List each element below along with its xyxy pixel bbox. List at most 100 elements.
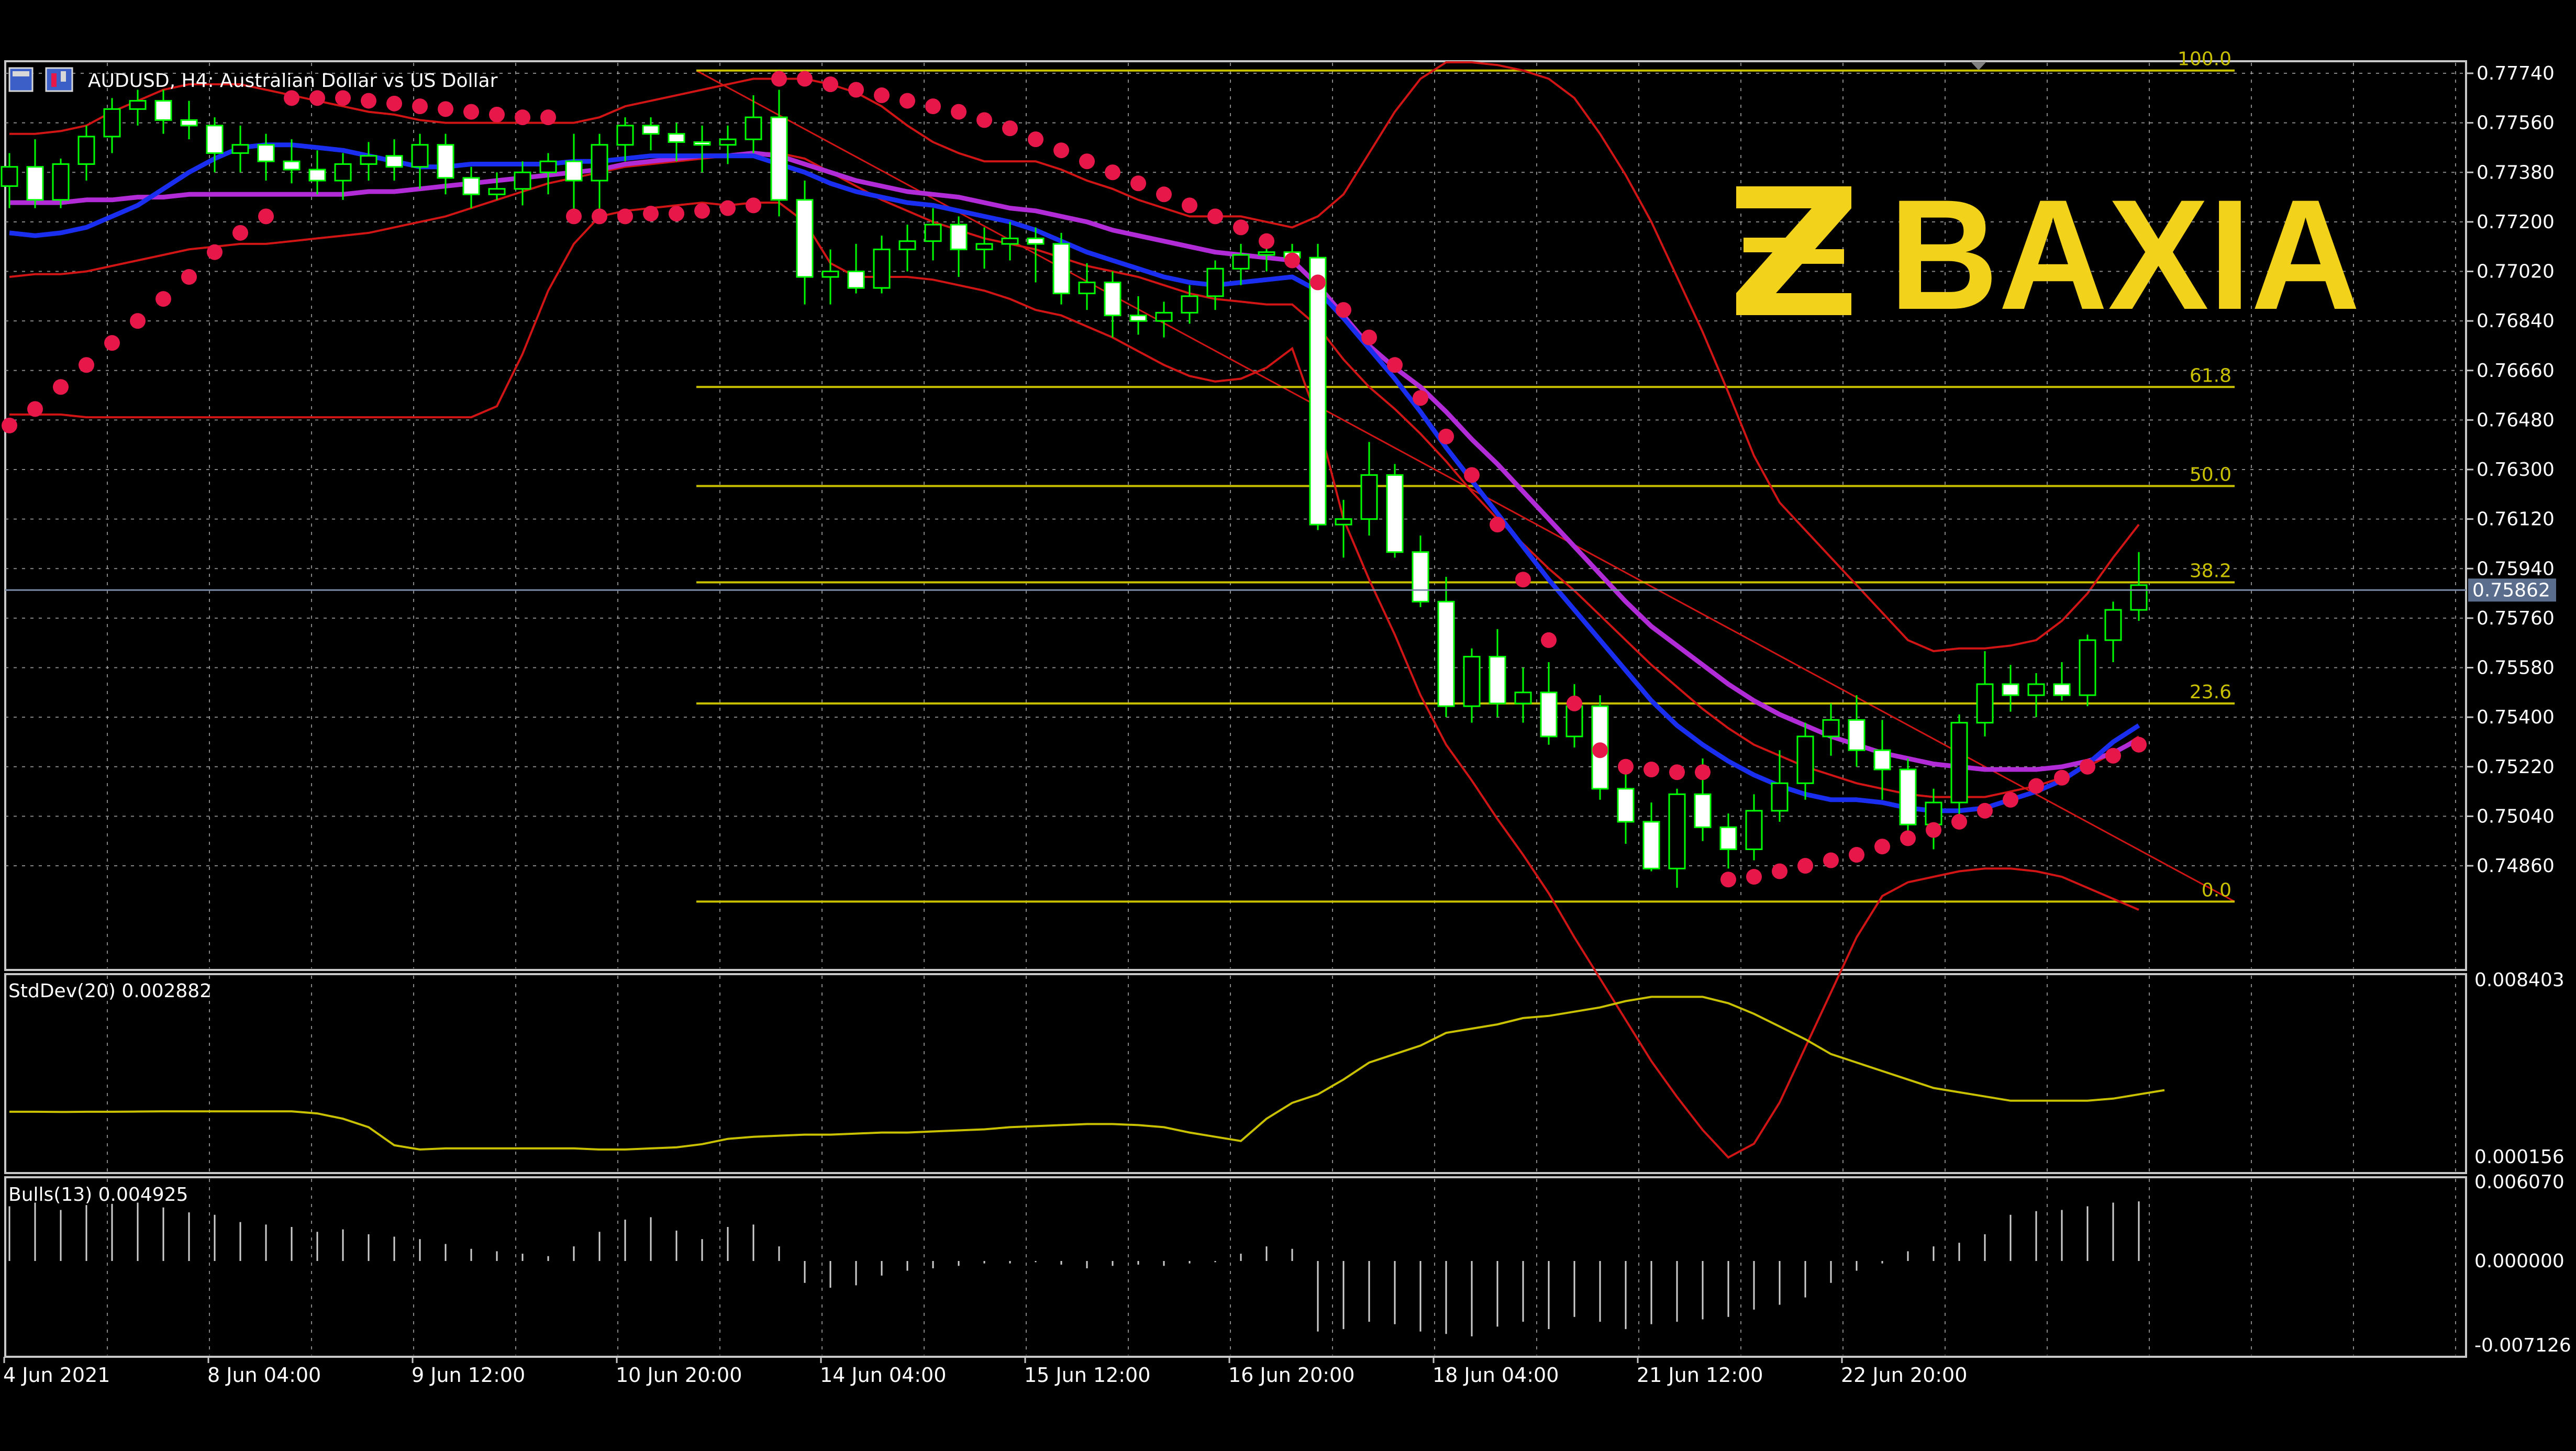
sar-dot [592,208,607,225]
candle-bear-body [796,199,814,278]
candle-bear-body [1694,793,1712,828]
candlesticks [1,90,2148,888]
sar-dot [617,208,633,225]
sar-dot [720,200,736,216]
candle-bull-body [334,163,352,182]
candle-bull-body [1771,782,1789,812]
sar-dot [515,109,530,126]
y-tick-label: 0.77380 [2477,162,2555,183]
candle-bull-body [411,144,429,168]
candle-bull-body [1001,237,1019,245]
candle-bull-body [975,243,993,250]
candle-bull-body [1155,311,1173,322]
candle-bear-body [668,133,685,143]
candle-bull-body [1925,801,1942,825]
candle-bull-body [1360,474,1378,520]
y-tick-label: 0.75220 [2477,756,2555,778]
candle-bull-body [1950,722,1968,803]
sar-dot [1900,830,1916,846]
candle-bull-body [1232,254,1250,270]
candle-bull-body [898,240,916,250]
sar-dot [925,98,941,115]
chart-symbol-title: AUDUSD, H4: Australian Dollar vs US Doll… [88,70,498,92]
candle-bull-body [77,136,95,165]
candle-bear-body [642,125,660,135]
candle-bear-body [26,166,44,201]
sar-dot [1874,839,1890,855]
sar-dot [1567,695,1582,711]
candle-bull-body [591,144,608,182]
candle-bear-body [1309,256,1327,526]
sar-dot [1669,764,1685,780]
sar-dot [1130,175,1146,192]
bollinger-lower [9,202,2139,1159]
candle-bull-body [231,144,249,154]
sar-dot [1951,813,1967,830]
sar-dot [1464,467,1480,483]
sar-dot [643,206,659,222]
sar-dot [130,313,146,329]
sar-dot [1233,219,1249,236]
baxia-logo: BAXIA [1736,166,2360,342]
candle-bull-body [1976,683,1994,724]
y-tick-label: 0.74860 [2477,855,2555,877]
candle-bear-body [437,144,454,179]
sar-dot [284,90,299,106]
fib-level-label: 38.2 [2190,561,2231,582]
sar-dot [412,98,428,115]
candle-bull-body [1745,810,1763,850]
candle-bull-body [52,163,70,201]
sar-dot [1823,852,1839,868]
sar-dot [181,269,197,285]
candle-bear-body [770,116,788,201]
sar-dot [156,291,171,307]
sar-dot [1284,252,1300,269]
candle-bear-body [1719,826,1737,850]
candle-bull-body [873,248,891,289]
sar-dot [438,101,453,117]
sar-dot [207,244,223,260]
sar-dot [976,112,992,128]
candle-bull-body [1822,719,1840,738]
candle-bull-body [2027,683,2045,696]
stddev-panel-frame [4,973,2467,1174]
sar-dot [1361,329,1377,345]
sar-dot [1926,822,1941,838]
y-tick-label: 0.77200 [2477,211,2555,233]
x-tick-label: 21 Jun 12:00 [1637,1364,1763,1387]
candle-bear-body [565,160,583,182]
candle-bear-body [308,169,326,182]
fib-level-label: 100.0 [2178,49,2231,70]
sar-dot [1695,764,1711,780]
candle-bull-body [514,171,531,190]
stddev-tick-label: 0.000156 [2474,1146,2564,1168]
sar-dot [823,76,838,93]
x-tick-label: 16 Jun 20:00 [1228,1364,1354,1387]
sar-dot [258,208,274,225]
sar-dot [694,203,710,219]
fib-level-label: 50.0 [2190,464,2231,486]
candle-bear-body [1642,821,1660,869]
sar-dot [951,104,967,120]
candle-bull-body [1181,295,1198,314]
sar-dot [566,208,582,225]
fib-level-label: 61.8 [2190,365,2231,386]
sar-dot [1079,153,1095,170]
candle-bear-body [1489,655,1506,705]
bulls-tick-label: 0.000000 [2474,1251,2564,1272]
candle-bear-body [1052,243,1070,295]
sar-dot [1336,302,1351,318]
x-tick-label: 10 Jun 20:00 [616,1364,742,1387]
y-tick-label: 0.75940 [2477,558,2555,579]
y-tick-label: 0.76660 [2477,360,2555,382]
sar-dot [771,71,787,87]
sar-dot [1490,517,1505,533]
sar-dot [2,417,17,433]
candle-bear-body [180,119,198,127]
candle-bear-body [154,100,172,121]
candlestick-icon[interactable] [45,67,73,92]
sar-dot [1310,274,1326,291]
candle-bear-body [950,224,968,250]
candle-bull-body [1514,691,1532,705]
